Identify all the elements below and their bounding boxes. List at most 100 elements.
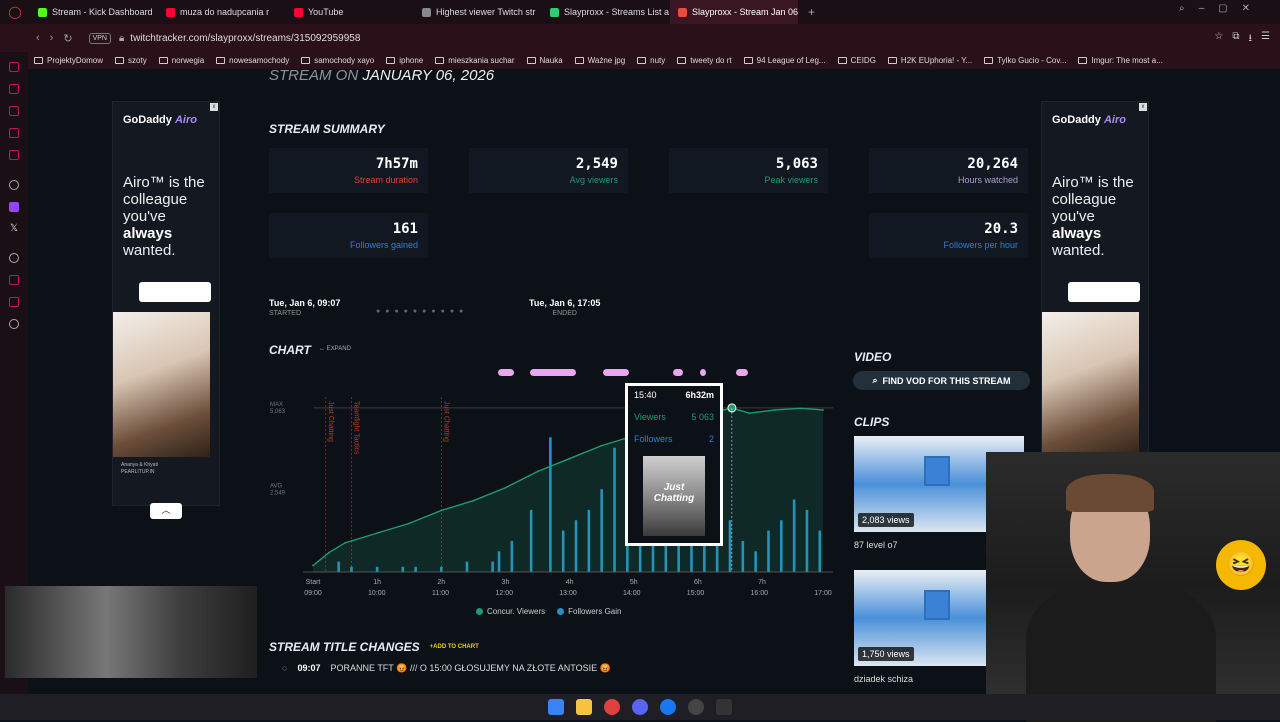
x-tick-label: 2h (437, 579, 445, 586)
stat-label: Hours watched (957, 175, 1018, 185)
lock-icon: 🔒︎ (118, 32, 125, 44)
category-annotation: Just Chatting (442, 401, 449, 442)
bookmark-item[interactable]: Nauka (526, 56, 563, 65)
clip-title[interactable]: 87 level o7 (854, 540, 898, 550)
laughing-emoji-icon: 😆 (1216, 540, 1266, 590)
history-icon[interactable] (9, 253, 19, 263)
facebook-icon[interactable] (660, 699, 676, 715)
title-change-row: ○ 09:07 PORANNE TFT 😡 /// O 15:00 GŁOSUJEM… (282, 663, 611, 673)
browser-tab[interactable]: Slayproxx - Streams List a (542, 0, 670, 24)
windows-start-icon[interactable] (548, 699, 564, 715)
chart-title: CHART (269, 343, 311, 357)
bookmark-label: 94 League of Leg... (756, 56, 826, 65)
bookmark-item[interactable]: nuty (637, 56, 665, 65)
viewer-point (799, 407, 802, 410)
sidebar-app-icon[interactable] (9, 297, 19, 307)
bookmark-item[interactable]: Tylko Gucio - Cov... (984, 56, 1066, 65)
legend-followers[interactable]: Followers Gain (557, 607, 621, 616)
bookmark-item[interactable]: tweety do rt (677, 56, 732, 65)
chatgpt-icon[interactable] (9, 180, 19, 190)
folder-icon (837, 57, 847, 64)
ad-right[interactable]: x GoDaddy Airo Airo™ is the colleague yo… (1041, 101, 1149, 506)
ad-close-icon[interactable]: x (210, 103, 218, 111)
terminal-icon[interactable] (716, 699, 732, 715)
bookmark-item[interactable]: H2K EUphoria! - Y... (887, 56, 972, 65)
opera-logo-icon[interactable]: ◯ (8, 5, 22, 19)
file-explorer-icon[interactable] (576, 699, 592, 715)
menu-icon[interactable]: ☰ (1261, 31, 1270, 42)
download-icon[interactable]: ⭳ (1248, 33, 1253, 44)
bookmark-item[interactable]: nowesamochody (216, 56, 289, 65)
x-icon[interactable]: 𝕏 (9, 223, 19, 234)
opera-icon[interactable] (604, 699, 620, 715)
bookmark-item[interactable]: norwegia (158, 56, 205, 65)
followers-bar (613, 447, 616, 572)
obs-icon[interactable] (688, 699, 704, 715)
followers-bar (728, 520, 732, 572)
url-input[interactable]: twitchtracker.com/slayproxx/streams/3150… (130, 32, 361, 44)
new-tab-icon[interactable]: + (808, 5, 816, 19)
ad-wand (139, 282, 211, 302)
sidebar-app-icon[interactable] (9, 106, 19, 116)
bookmark-item[interactable]: Imgur: The most a... (1078, 56, 1163, 65)
bookmark-item[interactable]: 94 League of Leg... (743, 56, 826, 65)
bookmark-label: norwegia (171, 56, 205, 65)
stat-card: 5,063 Peak viewers (669, 148, 828, 193)
bookmark-icon[interactable]: ☆ (1214, 31, 1224, 42)
bookmark-label: iphone (399, 56, 424, 65)
browser-tab[interactable]: YouTube (286, 0, 414, 24)
browser-tab[interactable]: Slayproxx - Stream Jan 06✕ (670, 0, 798, 24)
close-window-icon[interactable]: ✕ (1241, 3, 1250, 14)
title-changes-header: STREAM TITLE CHANGES +ADD TO CHART (269, 640, 479, 654)
sidebar-app-icon[interactable] (9, 275, 19, 285)
x-time-label: 15:00 (687, 590, 705, 597)
forward-icon[interactable]: › (49, 32, 54, 44)
x-tick-label: 1h (373, 579, 381, 586)
address-bar: ‹ › ↻ VPN 🔒︎ twitchtracker.com/slayproxx… (0, 24, 1280, 52)
legend-viewers[interactable]: Concur. Viewers (476, 607, 545, 616)
vpn-badge[interactable]: VPN (88, 32, 111, 44)
ad-copy: Airo™ is the colleague you've always wan… (123, 174, 205, 259)
browser-tab[interactable]: muza do nadupcania r (158, 0, 286, 24)
browser-tab[interactable]: Stream - Kick Dashboard (30, 0, 158, 24)
sidebar-app-icon[interactable] (9, 62, 19, 72)
minimize-icon[interactable]: – (1198, 3, 1205, 14)
sidebar-app-icon[interactable] (9, 150, 19, 160)
expand-button[interactable]: ↔ EXPAND (319, 346, 351, 352)
maximize-icon[interactable]: ▢ (1218, 3, 1228, 14)
browser-tab[interactable]: Highest viewer Twitch str (414, 0, 542, 24)
ad-left[interactable]: x GoDaddy Airo Airo™ is the colleague yo… (112, 101, 220, 506)
bookmark-item[interactable]: CEIDG (837, 56, 876, 65)
category-pill (530, 369, 576, 376)
sidebar-app-icon[interactable] (9, 128, 19, 138)
sidebar-app-icon[interactable] (9, 84, 19, 94)
bookmark-item[interactable]: mieszkania suchar (435, 56, 515, 65)
y-label-name: MAX (270, 402, 283, 408)
bookmark-item[interactable]: iphone (386, 56, 423, 65)
back-icon[interactable]: ‹ (36, 32, 40, 44)
bookmark-item[interactable]: szoty (115, 56, 147, 65)
ad-brand: GoDaddy Airo (1052, 114, 1126, 126)
discord-icon[interactable] (632, 699, 648, 715)
search-tabs-icon[interactable]: ⌕ (1178, 3, 1185, 14)
find-vod-button[interactable]: ⌕ FIND VOD FOR THIS STREAM (853, 371, 1030, 390)
clips-title: CLIPS (854, 415, 890, 429)
bookmark-item[interactable]: Ważne jpg (574, 56, 625, 65)
followers-bar (780, 520, 783, 572)
stat-card: 20,264 Hours watched (869, 148, 1028, 193)
settings-icon[interactable] (9, 319, 19, 329)
ad-close-icon[interactable]: x (1139, 103, 1147, 111)
clip-title[interactable]: dziadek schiza (854, 674, 914, 684)
ad-collapse-button[interactable]: ︿ (150, 503, 182, 519)
followers-bar (792, 499, 796, 572)
extensions-icon[interactable]: ⧉ (1232, 31, 1240, 42)
twitch-icon[interactable] (9, 202, 19, 212)
add-to-chart-button[interactable]: +ADD TO CHART (429, 644, 479, 650)
x-time-label: 13:00 (559, 590, 577, 597)
tab-label: YouTube (308, 7, 344, 17)
bookmark-item[interactable]: ProjektyDomow (34, 56, 103, 65)
viewer-point (536, 470, 539, 473)
bookmark-item[interactable]: samochody xayo (301, 56, 374, 65)
reload-icon[interactable]: ↻ (63, 32, 73, 45)
